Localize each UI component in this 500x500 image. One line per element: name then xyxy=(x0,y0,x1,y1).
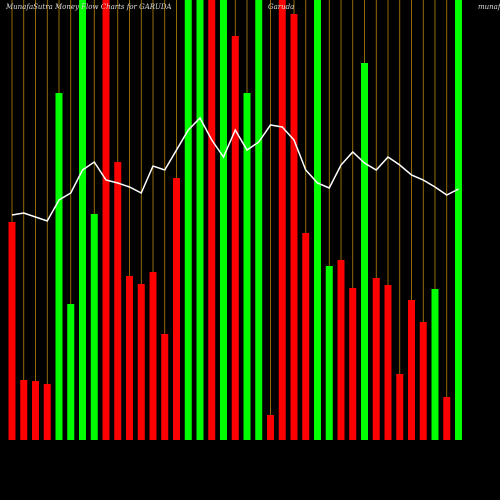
bar xyxy=(314,0,321,440)
bar xyxy=(384,285,392,440)
bar xyxy=(231,36,239,440)
bar xyxy=(278,0,286,440)
bar xyxy=(67,304,75,440)
bar xyxy=(55,93,63,440)
bar xyxy=(8,222,16,440)
bar xyxy=(302,233,310,440)
bar xyxy=(325,266,333,440)
bar xyxy=(32,381,39,440)
bar xyxy=(184,0,192,440)
flow-line xyxy=(11,116,459,222)
bar xyxy=(102,0,110,440)
bar xyxy=(196,0,204,440)
bar xyxy=(419,322,427,440)
bar xyxy=(396,374,404,440)
bar xyxy=(43,384,51,440)
bar xyxy=(455,0,462,440)
bar xyxy=(208,0,216,440)
bar xyxy=(173,178,180,440)
bar xyxy=(267,415,274,440)
bar xyxy=(361,63,368,440)
bar xyxy=(114,162,122,440)
bar xyxy=(79,0,86,440)
bar xyxy=(137,284,145,440)
bar xyxy=(255,0,263,440)
bar xyxy=(90,214,98,440)
bar xyxy=(349,288,357,440)
bar xyxy=(443,397,451,440)
bar xyxy=(161,334,169,440)
bar xyxy=(408,300,415,440)
watermark: munafa xyxy=(478,3,500,11)
bar xyxy=(372,278,380,440)
bar xyxy=(20,380,28,440)
bar xyxy=(220,0,227,440)
chart-title: MunafaSutra Money Flow Charts for GARUDA xyxy=(5,3,172,11)
chart-subtitle: Garuda xyxy=(268,3,294,11)
bar xyxy=(243,93,251,440)
bar xyxy=(431,289,439,440)
bar xyxy=(149,272,157,440)
bar xyxy=(126,276,133,440)
bar xyxy=(337,260,345,440)
bar xyxy=(290,14,298,440)
